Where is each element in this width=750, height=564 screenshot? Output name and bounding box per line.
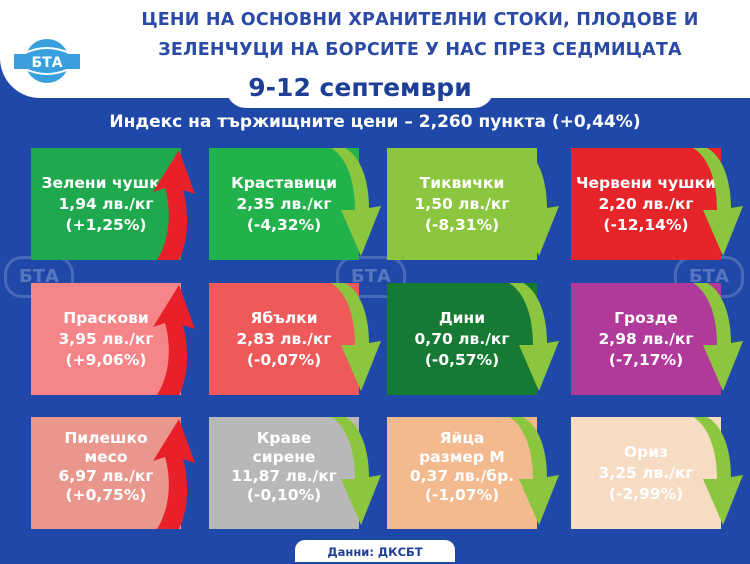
market-index: Индекс на тържищните цени – 2,260 пункта… bbox=[109, 112, 641, 132]
price-change: (-0,07%) bbox=[246, 350, 322, 369]
price-change: (-0,57%) bbox=[424, 350, 500, 369]
product-price: 1,50 лв./кг bbox=[414, 194, 510, 213]
product-name: Зелени чушки bbox=[41, 173, 171, 192]
price-change: (-7,17%) bbox=[608, 350, 684, 369]
product-price: 0,70 лв./кг bbox=[414, 329, 510, 348]
arrow-up-icon bbox=[153, 419, 195, 529]
arrow-down-icon bbox=[509, 283, 559, 391]
product-name: Пилешко bbox=[64, 429, 148, 447]
product-price: 1,94 лв./кг bbox=[58, 194, 154, 213]
product-name: Тиквички bbox=[419, 173, 505, 192]
arrow-down-icon bbox=[509, 148, 559, 256]
price-change: (+1,25%) bbox=[65, 215, 147, 234]
price-change: (-12,14%) bbox=[603, 215, 689, 234]
header-banner: ЦЕНИ НА ОСНОВНИ ХРАНИТЕЛНИ СТОКИ, ПЛОДОВ… bbox=[0, 0, 750, 98]
price-card: Пилешко месо 6,97 лв./кг (+0,75%) bbox=[31, 417, 195, 529]
product-name: сирене bbox=[252, 448, 316, 466]
price-card: Грозде 2,98 лв./кг (-7,17%) bbox=[571, 283, 743, 395]
arrow-down-icon bbox=[331, 148, 381, 256]
price-card: Тиквички 1,50 лв./кг (-8,31%) bbox=[387, 148, 559, 260]
arrow-down-icon bbox=[693, 148, 743, 256]
logo-text: БТА bbox=[31, 55, 62, 71]
product-price: 2,20 лв./кг bbox=[598, 194, 694, 213]
price-change: (-0,10%) bbox=[246, 486, 322, 504]
date-pill: 9-12 септември bbox=[226, 68, 494, 108]
product-name: Краве bbox=[256, 429, 312, 447]
product-name: Яйца bbox=[439, 429, 485, 447]
product-name: месо bbox=[84, 448, 128, 466]
product-name: Праскови bbox=[63, 308, 149, 327]
product-price: 6,97 лв./кг bbox=[58, 467, 154, 485]
product-price: 11,87 лв./кг bbox=[231, 467, 337, 485]
arrow-down-icon bbox=[693, 283, 743, 391]
title-line-1: ЦЕНИ НА ОСНОВНИ ХРАНИТЕЛНИ СТОКИ, ПЛОДОВ… bbox=[141, 10, 699, 30]
price-card: Яйца размер М 0,37 лв./бр. (-1,07%) bbox=[387, 417, 559, 529]
price-card: Краставици 2,35 лв./кг (-4,32%) bbox=[209, 148, 381, 260]
product-price: 2,98 лв./кг bbox=[598, 329, 694, 348]
product-name: Грозде bbox=[614, 308, 678, 327]
product-name: Краставици bbox=[231, 173, 337, 192]
price-card: Дини 0,70 лв./кг (-0,57%) bbox=[387, 283, 559, 395]
product-price: 3,25 лв./кг bbox=[598, 463, 694, 482]
bta-logo: БТА bbox=[14, 39, 80, 83]
watermark-logo: БТА bbox=[336, 256, 406, 298]
price-card: Зелени чушки 1,94 лв./кг (+1,25%) bbox=[31, 148, 195, 260]
product-price: 3,95 лв./кг bbox=[58, 329, 154, 348]
product-price: 0,37 лв./бр. bbox=[409, 467, 515, 485]
price-card: Краве сирене 11,87 лв./кг (-0,10%) bbox=[209, 417, 381, 529]
product-name: Ориз bbox=[623, 442, 669, 461]
arrow-down-icon bbox=[693, 417, 743, 525]
date-text: 9-12 септември bbox=[248, 73, 472, 102]
product-name: Червени чушки bbox=[575, 173, 716, 192]
arrow-up-icon bbox=[153, 285, 195, 395]
product-name: Ябълки bbox=[250, 308, 318, 327]
price-card: Червени чушки 2,20 лв./кг (-12,14%) bbox=[571, 148, 743, 260]
price-change: (-1,07%) bbox=[424, 486, 500, 504]
product-price: 2,83 лв./кг bbox=[236, 329, 332, 348]
title-line-2: ЗЕЛЕНЧУЦИ НА БОРСИТЕ У НАС ПРЕЗ СЕДМИЦАТ… bbox=[158, 40, 682, 60]
price-card: Ориз 3,25 лв./кг (-2,99%) bbox=[571, 417, 743, 529]
data-source: Данни: ДКСБТ bbox=[295, 540, 455, 562]
price-card: Ябълки 2,83 лв./кг (-0,07%) bbox=[209, 283, 381, 395]
price-change: (-8,31%) bbox=[424, 215, 500, 234]
product-name: Дини bbox=[438, 308, 486, 327]
price-change: (-4,32%) bbox=[246, 215, 322, 234]
price-change: (+0,75%) bbox=[65, 486, 147, 504]
price-change: (+9,06%) bbox=[65, 350, 147, 369]
product-price: 2,35 лв./кг bbox=[236, 194, 332, 213]
price-change: (-2,99%) bbox=[608, 484, 684, 503]
price-card: Праскови 3,95 лв./кг (+9,06%) bbox=[31, 283, 195, 395]
arrow-down-icon bbox=[331, 283, 381, 391]
arrow-up-icon bbox=[153, 150, 195, 260]
arrow-down-icon bbox=[331, 417, 381, 525]
product-name: размер М bbox=[419, 448, 505, 466]
arrow-down-icon bbox=[509, 417, 559, 525]
